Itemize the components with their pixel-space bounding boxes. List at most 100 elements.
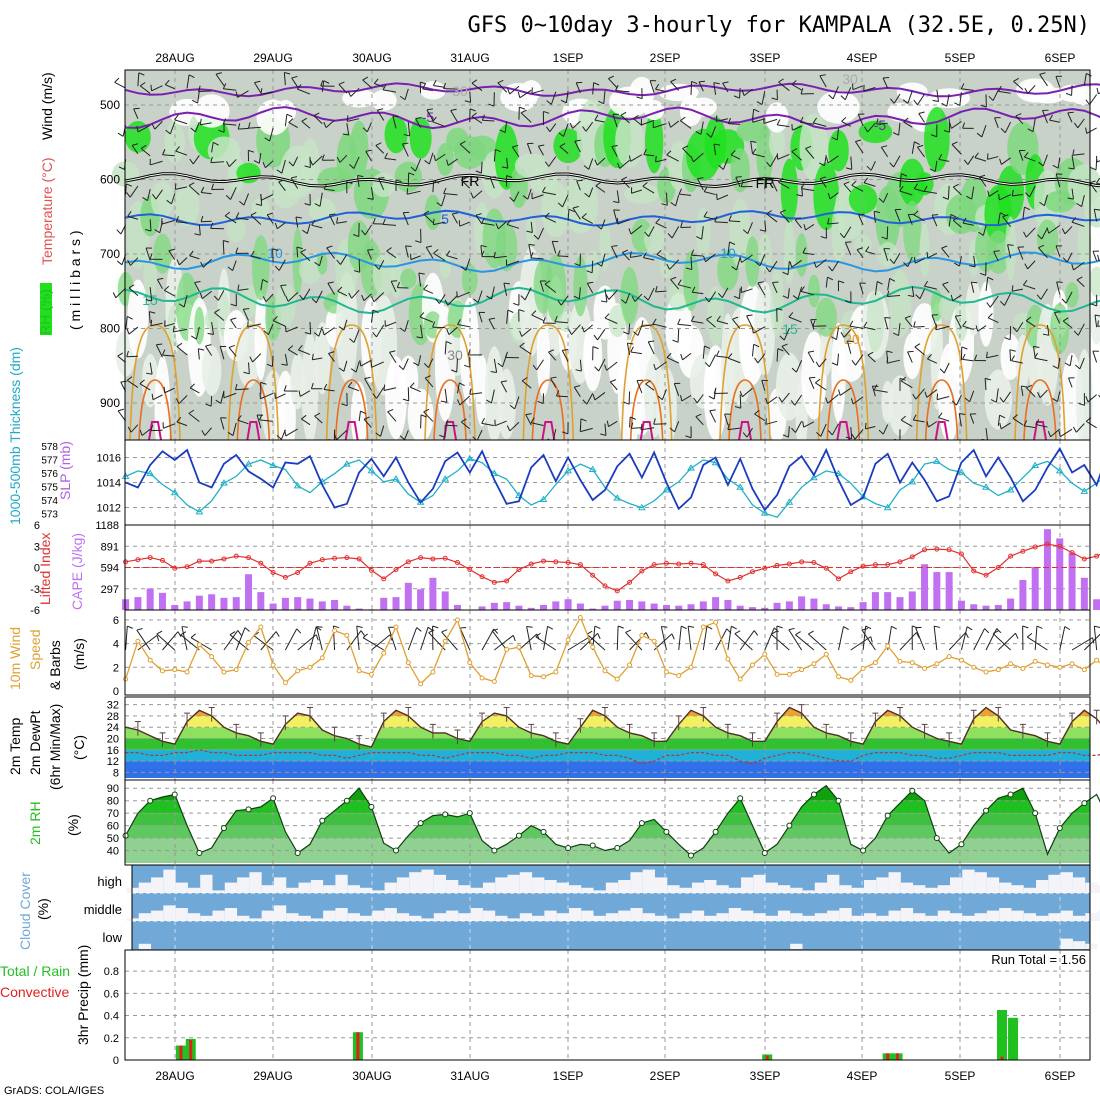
wind-barb [1007,244,1012,259]
wind10m-barb [284,628,298,651]
rh-contour-patch [370,89,397,111]
wind10m-barb [567,637,589,651]
isotherm-25c-loop [433,379,467,441]
wind-barb-flag [459,382,465,387]
rh-marker [393,847,400,854]
wind-barb [924,285,937,290]
wind-barb [770,178,778,192]
wind-barb [433,252,446,262]
wind-barb [211,142,214,153]
wind-barb-flag [819,74,826,77]
wind-barb [633,118,643,126]
wind-barb-flag [544,212,550,218]
wind-barb [519,89,532,99]
wind-barb-flag [755,261,761,267]
wind-barb [815,382,827,391]
cloud-high-bar [667,885,680,893]
wind-barb [808,377,815,389]
thickness-marker [810,473,818,481]
wind-barb-flag [1004,337,1011,341]
cloud-middle-bar [802,915,815,921]
wind-barb-flag [424,375,431,379]
wind-barb [936,89,940,102]
cloud-high-bar [962,869,975,893]
wind-barb-flag [1076,202,1082,207]
wind-barb [820,423,827,437]
wind-barb-flag [149,311,156,314]
wind-barb [952,219,962,228]
wind-barb-flag [501,166,508,169]
li-marker [319,557,325,563]
wind-barb [666,154,679,162]
wind10m-barb-flag [965,632,969,639]
wind-barb [1023,425,1036,429]
wind-barb-flag [274,222,278,229]
cape-bar [552,601,560,610]
wind-barb [1012,417,1024,426]
wind-barb [626,342,631,356]
wind-barb-flag [149,253,153,260]
wind-barb [478,312,483,323]
cloud-middle-bar [347,913,360,921]
wind-barb [863,86,876,92]
run-total-label: Run Total = 1.56 [991,952,1086,967]
rh-marker [515,832,522,839]
wind-barb-flag [445,419,449,426]
wind-barb [752,118,765,123]
rh2m-label: 2m RH [27,801,43,845]
cloud-high-bar [507,874,520,893]
cloud-middle-bar [1085,913,1098,921]
wind-barb [591,260,594,273]
wind-barb [1025,227,1036,238]
wind-barb [548,351,557,361]
wind-barb-flag [192,99,198,104]
wind-barb-flag [1072,149,1075,156]
wind-barb [1032,118,1036,132]
cape-bar [847,607,855,610]
wind-barb-flag [205,344,212,347]
li-marker [295,569,301,575]
wind-barb-flag [357,175,364,178]
rh-marker [835,797,842,804]
rh-contour-patch [817,90,860,124]
wind-barb [732,318,741,330]
wind-speed-marker [885,643,891,649]
wind-barb [721,287,729,298]
wind-barb-flag [486,295,492,300]
cape-bar [281,597,289,610]
rh-contour-patch [154,355,171,467]
wind-barb [1020,385,1024,397]
wind-barb [1041,227,1048,240]
wind-barb [634,293,643,302]
rh-contour-patch [659,252,674,279]
wind-barb-flag [655,83,660,90]
wind-barb [176,346,188,356]
li-marker [848,569,854,575]
wind-barb [387,411,397,422]
wind10m-barb [235,627,246,651]
wind-speed-marker [246,639,252,645]
wind-barb [131,145,139,155]
wind10m-barb-flag [984,628,990,634]
cloud-cover-label: Cloud Cover [17,872,33,950]
wind10m-barb [494,634,514,651]
wind-barb [727,427,741,431]
wind-barb [870,161,876,171]
wind-speed-marker [541,674,547,680]
cloud-high-bar [679,887,692,893]
cloud-high-bar [470,887,483,893]
wind-barb-flag [955,314,962,317]
wind-speed-marker [516,644,522,650]
wind-barb [578,287,581,299]
wind-barb [863,326,876,331]
cloud-middle-bar [962,915,975,921]
wind-barb-flag [653,363,657,370]
rh-tick-label: 40 [107,846,119,858]
wind-barb [702,345,705,359]
li-marker [381,576,387,582]
wind-barb [586,283,594,294]
cloud-high-bar [1060,872,1073,893]
li-marker [368,567,374,573]
wind10m-barb-flag [645,632,650,639]
wind-barb-flag [191,335,197,340]
